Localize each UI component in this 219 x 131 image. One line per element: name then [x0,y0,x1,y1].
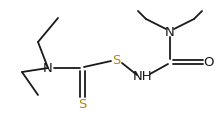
Text: S: S [112,54,120,67]
Text: NH: NH [133,70,153,83]
Text: N: N [165,26,175,39]
Text: S: S [78,97,86,111]
Text: N: N [43,61,53,75]
Text: O: O [203,56,213,69]
